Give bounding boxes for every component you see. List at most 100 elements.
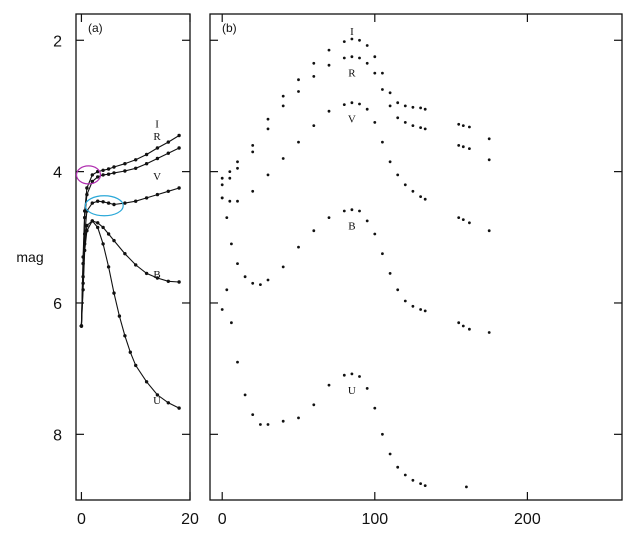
x-tick-label: 100 bbox=[361, 511, 388, 528]
data-point bbox=[259, 423, 262, 426]
data-point bbox=[117, 314, 122, 318]
series-label-B: B bbox=[153, 269, 160, 281]
data-point bbox=[134, 158, 138, 162]
y-tick-label: 8 bbox=[53, 427, 62, 444]
data-point bbox=[85, 223, 89, 228]
data-point bbox=[403, 183, 407, 187]
data-point bbox=[411, 189, 415, 193]
data-point bbox=[411, 105, 415, 109]
data-point bbox=[96, 199, 100, 203]
data-point bbox=[423, 197, 427, 201]
series-line bbox=[80, 187, 180, 327]
data-point bbox=[457, 216, 461, 220]
data-point bbox=[96, 221, 100, 225]
data-point bbox=[112, 165, 116, 169]
data-point bbox=[177, 146, 181, 150]
data-point bbox=[342, 56, 346, 60]
data-point bbox=[123, 334, 127, 338]
data-point bbox=[312, 61, 316, 65]
data-point bbox=[236, 199, 239, 203]
data-point bbox=[96, 175, 100, 179]
data-point bbox=[465, 485, 468, 489]
data-point bbox=[468, 327, 471, 331]
data-point bbox=[243, 275, 247, 279]
data-point bbox=[381, 252, 384, 256]
data-point bbox=[461, 218, 465, 222]
series-label-V: V bbox=[153, 171, 161, 183]
data-point bbox=[381, 71, 384, 75]
data-point bbox=[312, 75, 316, 78]
data-point bbox=[266, 127, 270, 131]
data-point bbox=[358, 56, 361, 60]
data-point bbox=[461, 124, 465, 127]
data-point bbox=[358, 38, 361, 42]
data-point bbox=[381, 432, 384, 436]
data-point bbox=[83, 215, 87, 220]
series-label-U: U bbox=[348, 385, 356, 397]
data-point bbox=[134, 263, 138, 267]
series-line bbox=[80, 135, 180, 327]
data-point bbox=[281, 157, 285, 160]
highlight-ellipse-cyan bbox=[84, 195, 124, 217]
data-point bbox=[373, 232, 377, 236]
data-point bbox=[106, 172, 111, 176]
series-label-U: U bbox=[153, 395, 161, 407]
data-point bbox=[220, 183, 224, 187]
series-label-I: I bbox=[350, 26, 354, 38]
data-point bbox=[230, 321, 233, 325]
data-point bbox=[101, 242, 105, 246]
data-point bbox=[134, 166, 138, 170]
data-point bbox=[90, 173, 95, 177]
data-point bbox=[251, 189, 255, 193]
data-point bbox=[144, 271, 149, 276]
data-point bbox=[236, 360, 239, 364]
data-point bbox=[166, 401, 170, 405]
series-label-R: R bbox=[153, 131, 161, 143]
data-point bbox=[388, 272, 392, 275]
data-point bbox=[166, 140, 170, 144]
data-point bbox=[266, 423, 270, 426]
series-line bbox=[80, 219, 180, 409]
data-point bbox=[350, 372, 354, 376]
panel-b: 0 100 200 (b) I R V B U bbox=[209, 13, 623, 528]
series-R: R bbox=[220, 55, 491, 187]
data-point bbox=[381, 140, 384, 144]
data-point bbox=[423, 127, 427, 131]
data-point bbox=[468, 221, 471, 225]
data-point bbox=[123, 252, 127, 256]
y-axis-label: mag bbox=[16, 249, 43, 265]
x-tick-label: 200 bbox=[514, 511, 541, 528]
data-point bbox=[381, 88, 384, 91]
data-point bbox=[373, 71, 377, 75]
data-point bbox=[83, 248, 87, 253]
data-point bbox=[230, 242, 233, 246]
data-point bbox=[327, 48, 331, 52]
data-point bbox=[365, 61, 369, 65]
series-I: I bbox=[220, 26, 491, 180]
x-tick-label: 20 bbox=[181, 511, 199, 528]
data-point bbox=[327, 109, 331, 113]
data-point bbox=[388, 104, 392, 108]
data-point bbox=[423, 309, 427, 313]
data-point bbox=[266, 117, 270, 121]
data-point bbox=[90, 201, 95, 205]
series-U: U bbox=[79, 219, 181, 410]
data-point bbox=[220, 176, 224, 180]
data-point bbox=[312, 403, 316, 407]
data-point bbox=[457, 144, 461, 147]
data-point bbox=[220, 196, 224, 200]
data-point bbox=[123, 169, 127, 173]
data-point bbox=[85, 229, 89, 233]
data-point bbox=[106, 201, 111, 205]
data-point bbox=[358, 209, 361, 213]
data-point bbox=[419, 482, 422, 485]
data-point bbox=[259, 283, 262, 286]
data-point bbox=[243, 393, 247, 397]
series-line bbox=[80, 147, 180, 327]
data-point bbox=[90, 219, 95, 223]
data-point bbox=[457, 122, 461, 126]
series-line bbox=[80, 220, 180, 327]
data-point bbox=[90, 179, 95, 184]
data-point bbox=[350, 208, 354, 212]
data-point bbox=[419, 106, 422, 110]
